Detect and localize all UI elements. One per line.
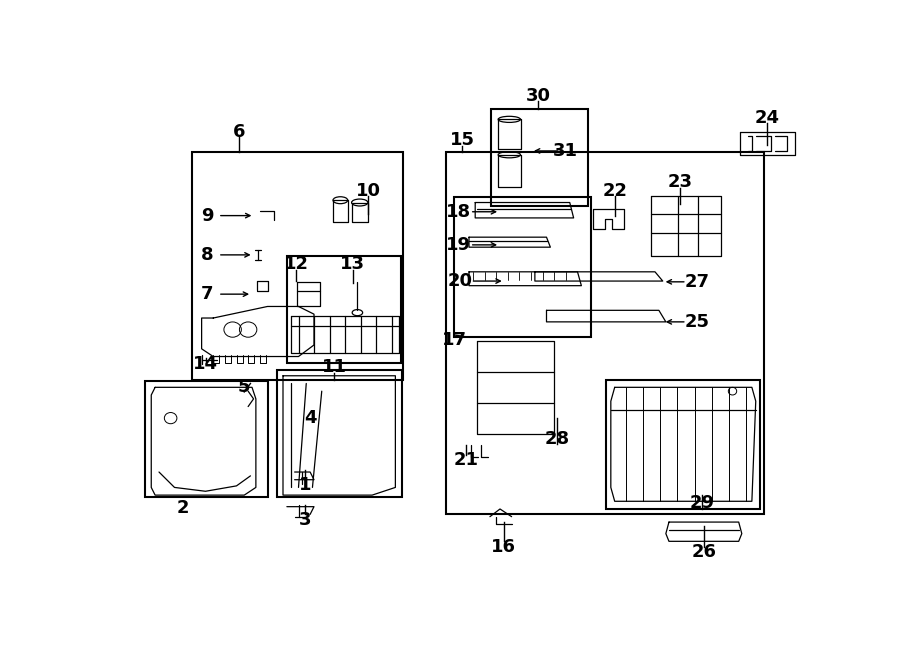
Text: 12: 12 (284, 255, 309, 273)
Text: 10: 10 (356, 182, 381, 200)
Bar (607, 379, 760, 509)
Text: 29: 29 (689, 494, 715, 512)
Text: 20: 20 (448, 272, 473, 290)
Text: 11: 11 (321, 358, 347, 376)
Text: 14: 14 (193, 355, 218, 373)
Text: 30: 30 (526, 87, 551, 105)
Text: 25: 25 (685, 313, 710, 331)
Text: 23: 23 (667, 173, 692, 191)
Text: 5: 5 (238, 378, 250, 397)
Text: 9: 9 (201, 207, 213, 225)
Text: 15: 15 (449, 131, 474, 149)
Text: 26: 26 (691, 543, 716, 561)
Text: 8: 8 (201, 246, 213, 264)
Bar (287, 256, 400, 363)
Text: 7: 7 (201, 285, 213, 303)
Text: 22: 22 (603, 182, 628, 200)
Text: 16: 16 (491, 537, 517, 556)
Bar (145, 381, 267, 498)
Text: 28: 28 (544, 430, 570, 448)
Text: 2: 2 (176, 499, 189, 517)
Bar (454, 197, 591, 337)
Text: 1: 1 (299, 476, 311, 494)
Text: 19: 19 (446, 236, 472, 254)
Bar (193, 153, 403, 379)
Text: 6: 6 (232, 123, 245, 141)
Bar (446, 153, 763, 514)
Text: 31: 31 (553, 142, 578, 160)
Text: 27: 27 (684, 273, 709, 291)
Bar (491, 108, 589, 206)
Bar (277, 370, 402, 498)
Text: 18: 18 (446, 203, 472, 221)
Text: 13: 13 (340, 255, 365, 273)
Text: 24: 24 (755, 109, 780, 127)
Text: 4: 4 (304, 409, 317, 427)
Text: 3: 3 (299, 511, 311, 529)
Text: 21: 21 (454, 451, 479, 469)
Text: 17: 17 (442, 330, 467, 348)
